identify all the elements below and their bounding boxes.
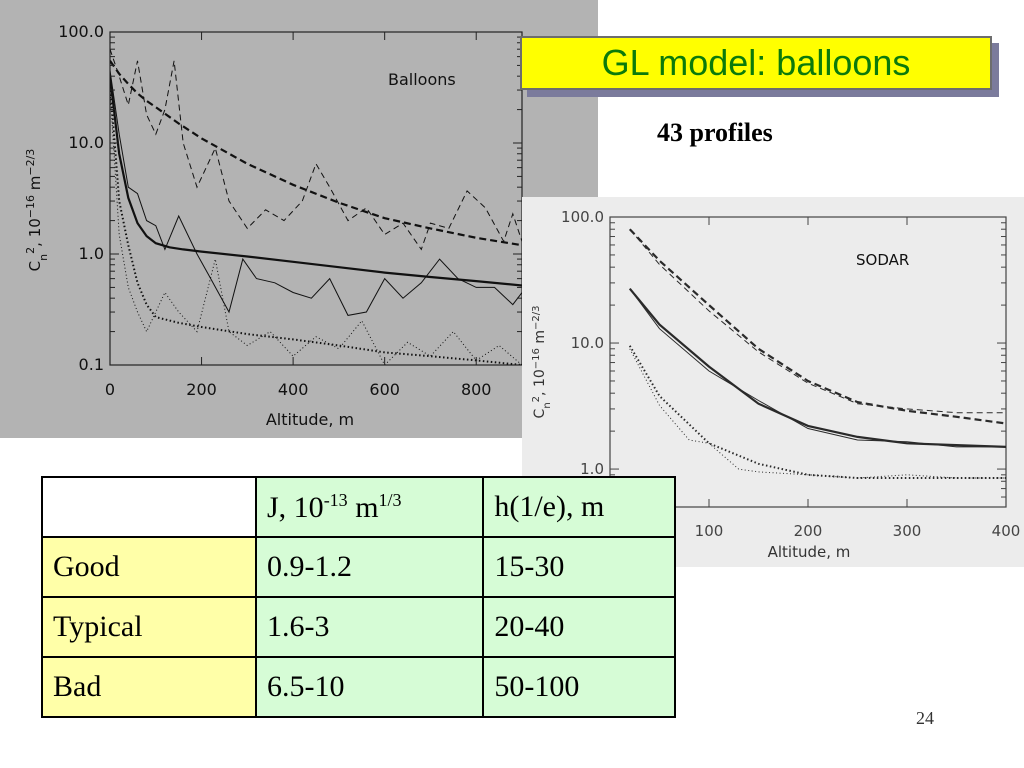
series-line-dotted-thin [110,89,522,365]
table-header-row: J, 10-13 m1/3 h(1/e), m [41,476,676,538]
balloons-ylabel: Cn2, 10−16 m−2/3 [24,149,50,272]
table-cell-j: 0.9-1.2 [254,536,485,598]
table-row: Good 0.9-1.2 15-30 [41,536,676,598]
series-line-solid-thick [628,287,1006,448]
plot-frame [109,31,523,366]
slide-subtitle: 43 profiles [657,118,773,147]
y-tick-label: 100.0 [561,208,604,226]
x-tick-label: 600 [369,380,400,399]
x-tick-label: 200 [186,380,217,399]
table-cell-h: 20-40 [482,596,676,658]
y-tick-label: 1.0 [79,244,104,263]
series-line-dashed-thin [629,228,1006,414]
sodar-ylabel: Cn2, 10−16 m−2/3 [531,306,553,419]
table-header-h: h(1/e), m [482,476,676,538]
sodar-chart-panel: 100 200 300 400 1.0 10.0 100.0 SODAR Altitude,… [522,197,1024,567]
sodar-chart: 100 200 300 400 1.0 10.0 100.0 SODAR Altitude,… [531,208,1021,561]
table-cell-h: 50-100 [482,656,676,718]
series-line-solid-thin [110,70,522,316]
balloons-annotation: Balloons [388,70,456,89]
x-tick-label: 300 [893,522,922,540]
x-tick-label: 200 [794,522,823,540]
table-row-label: Good [41,536,257,598]
series-line-dashed-thin [110,49,522,251]
series-line-dotted-thick [110,82,522,365]
slide-title: GL model: balloons [520,36,992,90]
y-tick-label: 10.0 [68,133,104,152]
x-tick-label: 400 [992,522,1021,540]
series-line-dotted-thin [629,348,1006,479]
x-tick-label: 100 [695,522,724,540]
table-cell-j: 1.6-3 [254,596,485,658]
series-line-solid-thick [110,76,522,287]
x-tick-label: 400 [278,380,309,399]
sodar-xlabel: Altitude, m [768,543,851,561]
series-line-dotted-thick [628,345,1006,479]
y-tick-label: 10.0 [571,334,604,352]
page-number: 24 [916,708,934,728]
table-row-label: Typical [41,596,257,658]
y-tick-label: 0.1 [79,355,104,374]
series-line-dashed-thick [110,60,522,247]
table-header-j: J, 10-13 m1/3 [254,476,485,538]
balloons-chart-panel: 0 200 400 600 800 0.1 1.0 10.0 100.0 Balloons Al… [0,0,598,438]
table-row-label: Bad [41,656,257,718]
sodar-annotation: SODAR [856,251,909,269]
plot-frame [609,216,1007,508]
table-header-empty-cell [41,476,257,538]
table-cell-h: 15-30 [482,536,676,598]
turbulence-parameters-table: J, 10-13 m1/3 h(1/e), m Good 0.9-1.2 15-… [41,476,676,718]
table-cell-j: 6.5-10 [254,656,485,718]
series-line-solid-thin [629,288,1006,448]
table-row: Typical 1.6-3 20-40 [41,596,676,658]
balloons-xlabel: Altitude, m [266,410,354,429]
x-tick-label: 800 [461,380,492,399]
y-tick-label: 1.0 [580,460,604,478]
balloons-chart: 0 200 400 600 800 0.1 1.0 10.0 100.0 Balloons Al… [24,22,523,429]
y-tick-label: 100.0 [58,22,104,41]
x-tick-label: 0 [105,380,115,399]
table-row: Bad 6.5-10 50-100 [41,656,676,718]
series-line-dashed-thick [628,228,1006,425]
